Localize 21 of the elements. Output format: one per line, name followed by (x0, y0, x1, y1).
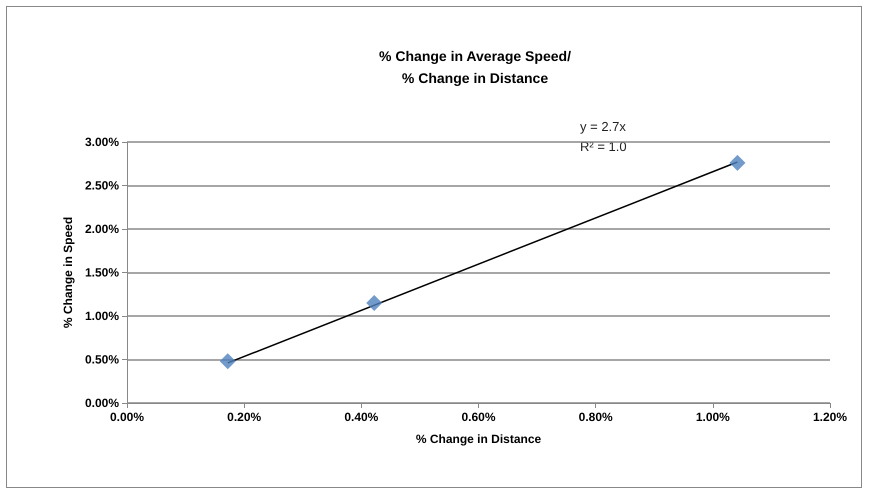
x-tick-label: 0.40% (344, 410, 379, 424)
x-tick-label: 0.00% (110, 410, 144, 424)
point (729, 154, 746, 171)
x-tick-label: 0.60% (461, 410, 496, 424)
chart-title: % Change in Average Speed/ % Change in Distance (379, 48, 572, 86)
point (220, 353, 236, 370)
text: y = 2.7x (580, 119, 626, 134)
x-tick-label: 1.00% (696, 410, 730, 424)
y-tick-label: 0.00% (84, 396, 120, 410)
y-tick-label: 0.50% (84, 352, 120, 366)
y-tick-label: 2.50% (84, 178, 120, 192)
y-tick-label: 2.00% (84, 222, 120, 236)
y-tick-label: 1.50% (84, 266, 120, 280)
y-axis-title: % Change in Speed (61, 216, 76, 328)
x-tick-label: 1.20% (812, 410, 848, 424)
x-axis-title: % Change in Distance (416, 432, 542, 446)
x-tick-label: 0.80% (578, 410, 614, 424)
point (366, 294, 382, 311)
x-tick-label: 0.20% (227, 410, 262, 424)
y-tick-label: 3.00% (84, 135, 120, 149)
y-tick-label: 1.00% (84, 309, 120, 323)
